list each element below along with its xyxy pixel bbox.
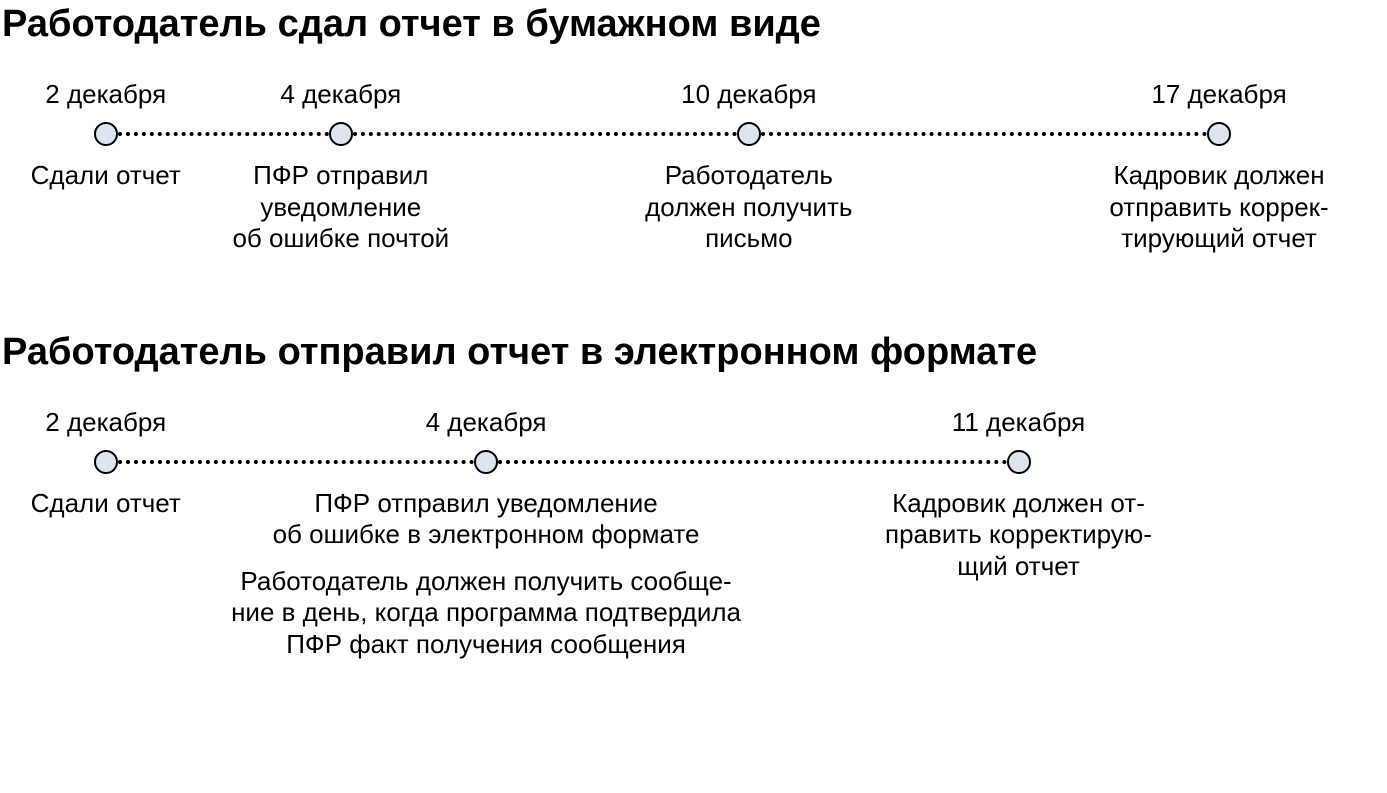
timeline-desc-label: Сдали отчет xyxy=(16,160,196,192)
timeline-canvas xyxy=(2,444,1385,480)
timeline-connector xyxy=(353,132,737,136)
timeline-date-row: 2 декабря 4 декабря 10 декабря 17 декабря xyxy=(2,76,1385,116)
timeline-marker xyxy=(474,450,498,474)
timeline-desc-row: Сдали отчет ПФР отправилуведомлениеоб оши… xyxy=(2,152,1385,262)
timeline-connector xyxy=(118,132,329,136)
timeline-connector xyxy=(118,460,474,464)
timeline-section-paper: Работодатель сдал отчет в бумажном виде 2… xyxy=(2,4,1385,262)
timeline-date-label: 4 декабря xyxy=(280,79,401,110)
timeline-desc-label: Кадровик должен от-править корректирую-щ… xyxy=(869,488,1169,583)
timeline-marker xyxy=(1207,122,1231,146)
timeline-date-label: 17 декабря xyxy=(1151,79,1286,110)
timeline-wrap: 2 декабря 4 декабря 11 декабря Сдали отчет П… xyxy=(2,404,1385,720)
timeline-section-electronic: Работодатель отправил отчет в электронно… xyxy=(2,332,1385,720)
timeline-date-label: 2 декабря xyxy=(45,79,166,110)
timeline-date-row: 2 декабря 4 декабря 11 декабря xyxy=(2,404,1385,444)
timeline-marker xyxy=(94,450,118,474)
timeline-wrap: 2 декабря 4 декабря 10 декабря 17 декабря Сд… xyxy=(2,76,1385,262)
timeline-date-label: 4 декабря xyxy=(426,407,547,438)
timeline-marker xyxy=(1007,450,1031,474)
timeline-canvas xyxy=(2,116,1385,152)
timeline-desc-label: Сдали отчет xyxy=(16,488,196,520)
timeline-date-label: 11 декабря xyxy=(952,407,1085,438)
timeline-connector xyxy=(761,132,1207,136)
timeline-marker xyxy=(737,122,761,146)
section-title: Работодатель отправил отчет в электронно… xyxy=(2,332,1385,374)
timeline-desc-label: Работодательдолжен получитьписьмо xyxy=(629,160,869,255)
section-title: Работодатель сдал отчет в бумажном виде xyxy=(2,4,1385,46)
timeline-desc-label: ПФР отправилуведомлениеоб ошибке почтой xyxy=(211,160,471,255)
timeline-desc-label: ПФР отправил уведомлениеоб ошибке в элек… xyxy=(256,488,716,551)
timeline-desc-secondary: Работодатель должен получить сообще-ние … xyxy=(216,566,756,661)
timeline-desc-label: Кадровик долженотправить коррек-тирующий… xyxy=(1079,160,1359,255)
timeline-marker xyxy=(94,122,118,146)
timeline-date-label: 10 декабря xyxy=(681,79,816,110)
timeline-marker xyxy=(329,122,353,146)
timeline-date-label: 2 декабря xyxy=(45,407,166,438)
timeline-connector xyxy=(498,460,1007,464)
timeline-desc-row: Сдали отчет ПФР отправил уведомлениеоб ош… xyxy=(2,480,1385,720)
page-root: Работодатель сдал отчет в бумажном виде 2… xyxy=(0,0,1387,793)
